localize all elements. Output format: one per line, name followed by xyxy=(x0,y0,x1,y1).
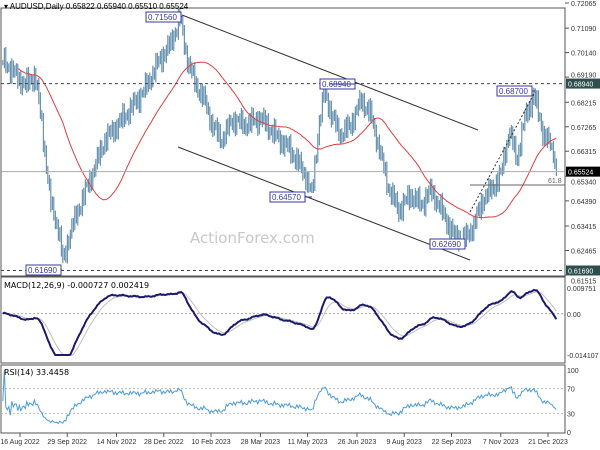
price-tick-label: 0.68215 xyxy=(571,100,596,107)
rsi-tick-label: 70 xyxy=(567,387,575,394)
label-low-062690-box xyxy=(429,238,466,250)
label-high-071560: 0.71560 xyxy=(148,13,177,22)
label-high-068700: 0.68700 xyxy=(499,87,528,96)
rsi-label: RSI(14) 33.4458 xyxy=(4,368,69,377)
label-low-064570: 0.64570 xyxy=(272,193,301,202)
x-tick-label: 9 Aug 2023 xyxy=(386,439,422,446)
macd-tick-label: -0.014107 xyxy=(567,353,599,360)
price-tag-lower-bg xyxy=(566,265,600,276)
rsi-panel xyxy=(0,364,566,434)
trend-line xyxy=(469,91,536,213)
channel-lower-line xyxy=(177,146,471,261)
price-tick-label: 0.62465 xyxy=(571,249,596,256)
macd-label: MACD(12,26,9) -0.000727 0.002419 xyxy=(4,281,149,290)
price-tick-label: 0.71090 xyxy=(571,26,596,33)
x-tick-label: 10 Feb 2023 xyxy=(191,439,230,446)
label-high-071560-leader xyxy=(180,15,183,18)
x-tick-label: 29 Sep 2022 xyxy=(47,439,87,446)
label-low-061690: 0.61690 xyxy=(28,266,57,275)
macd-panel xyxy=(0,276,566,364)
x-tick-label: 21 Dec 2023 xyxy=(528,439,568,446)
price-panel xyxy=(0,7,566,277)
price-tick-label: 0.69190 xyxy=(571,73,596,80)
x-tick-label: 14 Nov 2022 xyxy=(97,439,137,446)
x-tick-label: 28 Dec 2022 xyxy=(144,439,184,446)
x-tick-label: 22 Sep 2023 xyxy=(432,439,472,446)
x-tick-label: 7 Nov 2023 xyxy=(483,439,519,446)
rsi-tick-label: 0 xyxy=(567,430,571,437)
macd-tick-label: 0.00 xyxy=(567,312,581,319)
fib-618-label: 61.8 xyxy=(548,178,562,185)
watermark: ActionForex.com xyxy=(190,229,315,247)
price-tick-label: 0.64390 xyxy=(571,199,596,206)
price-tag-current: 0.65524 xyxy=(568,170,593,177)
x-tick-label: 26 Jun 2023 xyxy=(338,439,377,446)
price-tick-label: 0.65340 xyxy=(571,180,596,187)
price-tick-label: 0.66315 xyxy=(571,149,596,156)
price-tick-label: 0.70140 xyxy=(571,51,596,58)
rsi-tick-label: 30 xyxy=(567,411,575,418)
macd-tick-label: 0.009751 xyxy=(567,286,596,293)
x-tick-label: 16 Aug 2022 xyxy=(0,439,39,446)
label-low-062690: 0.62690 xyxy=(432,240,461,249)
overlay: 61.80.715600.689400.645700.626900.616900… xyxy=(1,11,565,425)
x-tick-label: 28 Mar 2023 xyxy=(241,439,280,446)
rsi-tick-label: 100 xyxy=(567,368,579,375)
moving-average-line xyxy=(17,61,557,219)
price-tick-label: 0.72065 xyxy=(571,1,596,8)
price-tick-label: 0.63415 xyxy=(571,224,596,231)
price-tick-label: 0.61515 xyxy=(571,278,596,285)
price-bars xyxy=(2,8,557,264)
price-tag-current-bg xyxy=(566,166,600,177)
rsi-line xyxy=(2,369,557,425)
price-tag-lower: 0.61690 xyxy=(568,268,593,275)
price-tick-label: 0.67265 xyxy=(571,125,596,132)
macd-line xyxy=(2,288,558,356)
channel-upper-line xyxy=(181,14,479,131)
price-tag-upper-bg xyxy=(566,78,600,89)
chart-title: ▾ AUDUSD,Daily 0.65822 0.65940 0.65510 0… xyxy=(4,2,189,11)
price-tag-upper: 0.68940 xyxy=(568,82,593,89)
x-tick-label: 11 May 2023 xyxy=(288,439,328,446)
